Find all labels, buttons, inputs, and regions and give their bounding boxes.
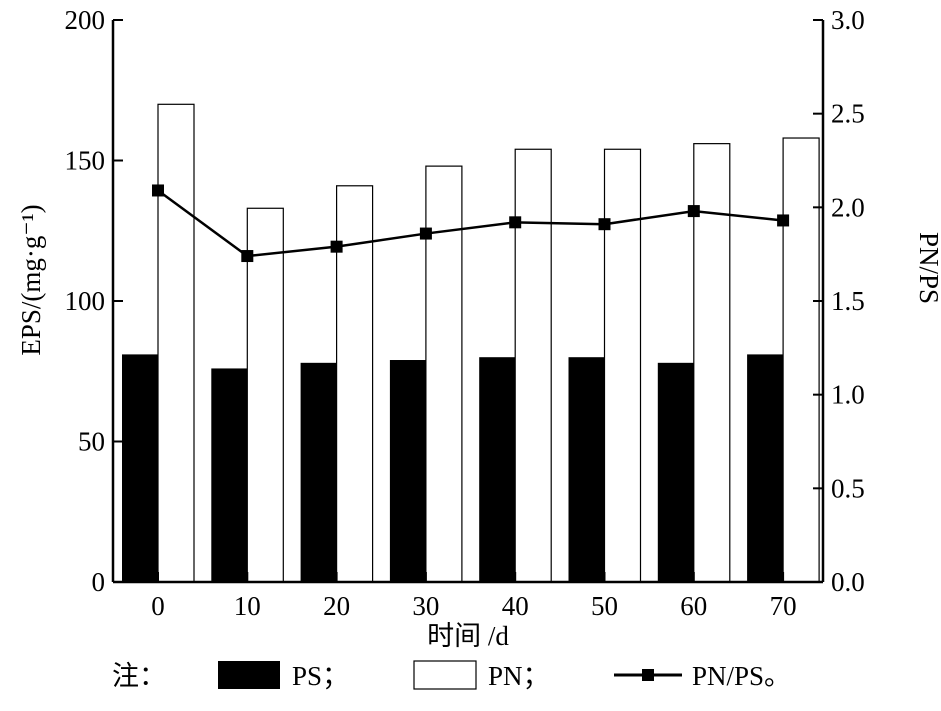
ratio-point (777, 214, 790, 227)
bar-group (122, 103, 820, 583)
ps-bar (211, 368, 248, 582)
ps-bar (389, 360, 426, 582)
ratio-point (419, 227, 432, 240)
left-tick-label: 200 (65, 5, 106, 35)
ratio-point (509, 216, 522, 229)
right-tick-label: 2.0 (831, 192, 865, 222)
pn-bar (157, 103, 195, 583)
legend-pn-swatch (413, 660, 477, 690)
pn-bar (246, 207, 284, 583)
legend-ratio-marker (642, 669, 654, 681)
x-tick-label: 60 (680, 591, 707, 621)
ps-bar (300, 362, 337, 582)
x-tick-label: 10 (234, 591, 261, 621)
legend-ratio-label: PN/PS。 (692, 661, 791, 691)
ratio-point (241, 250, 254, 263)
left-ticks: 0 50 100 150 200 (65, 5, 123, 597)
left-tick-label: 100 (65, 286, 106, 316)
legend-pn-label: PN； (488, 661, 550, 691)
left-axis-title: EPS/(mg·g⁻¹) (16, 204, 46, 355)
right-tick-label: 2.5 (831, 99, 865, 129)
right-ticks: 0.0 0.5 1.0 1.5 2.0 2.5 3.0 (813, 5, 865, 597)
left-tick-label: 0 (92, 567, 106, 597)
pn-bar (514, 148, 552, 583)
right-tick-label: 0.5 (831, 473, 865, 503)
x-axis-title: 时间 /d (427, 621, 509, 651)
ratio-point (152, 184, 164, 197)
pn-bar (782, 137, 820, 583)
ps-bar (657, 362, 694, 582)
x-tick-label: 30 (412, 591, 439, 621)
ps-bar (568, 357, 605, 582)
ratio-point (687, 205, 700, 218)
ratio-line (157, 189, 784, 258)
legend-prefix: 注： (112, 661, 166, 691)
right-axis-title: PN/PS (914, 232, 941, 304)
x-tick-label: 20 (323, 591, 350, 621)
x-tick-label: 50 (591, 591, 618, 621)
legend: 注： PS； PN； PN/PS。 (112, 660, 791, 691)
left-tick-label: 150 (65, 146, 106, 176)
legend-ps-swatch (218, 661, 280, 689)
ps-bar (122, 354, 158, 582)
ps-bar (747, 354, 784, 582)
left-tick-label: 50 (78, 427, 105, 457)
legend-ps-label: PS； (292, 661, 349, 691)
x-tick-label: 40 (502, 591, 529, 621)
right-tick-label: 1.5 (831, 286, 865, 316)
right-tick-label: 3.0 (831, 5, 865, 35)
x-ticks: 0 10 20 30 40 50 60 70 (151, 572, 797, 621)
ratio-point (330, 240, 343, 253)
pn-bar (603, 148, 642, 583)
ratio-point (598, 218, 611, 231)
right-tick-label: 0.0 (831, 567, 865, 597)
ps-bar (479, 357, 516, 582)
x-tick-label: 0 (151, 591, 165, 621)
right-tick-label: 1.0 (831, 380, 865, 410)
x-tick-label: 70 (770, 591, 797, 621)
ratio-line-group (152, 184, 790, 263)
